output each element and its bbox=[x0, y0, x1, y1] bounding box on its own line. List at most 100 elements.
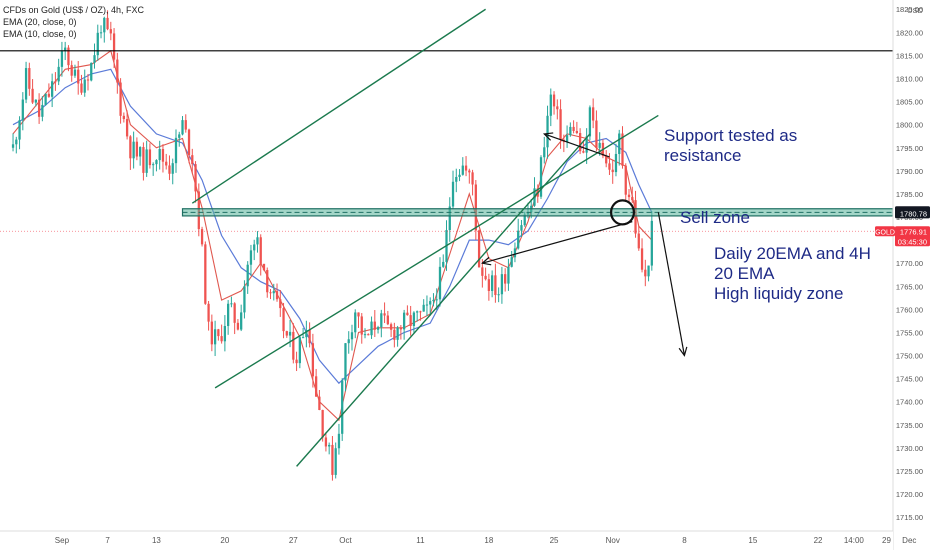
candle-body bbox=[200, 229, 204, 245]
candle-body bbox=[155, 160, 158, 165]
candle-body bbox=[614, 153, 618, 173]
candle-body bbox=[129, 136, 132, 159]
price-tick-label: 1735.00 bbox=[896, 421, 923, 430]
time-tick-label: 29 bbox=[882, 536, 891, 545]
price-axis-panel bbox=[893, 0, 932, 550]
candle-body bbox=[464, 165, 468, 171]
annotation-support-resistance-line1: Support tested as bbox=[664, 126, 797, 145]
channel-upper-line[interactable] bbox=[191, 8, 486, 204]
time-tick-label: 25 bbox=[550, 536, 559, 545]
candle-body bbox=[608, 163, 611, 170]
candle-body bbox=[272, 291, 275, 294]
annotations: Support tested as resistance Sell zone D… bbox=[664, 126, 871, 303]
candle-body bbox=[57, 66, 60, 82]
candle-body bbox=[484, 275, 487, 280]
candle-body bbox=[507, 266, 510, 284]
channel-lower-line[interactable] bbox=[214, 114, 659, 389]
candle-body bbox=[11, 144, 15, 148]
time-axis-panel bbox=[0, 531, 893, 550]
candle-body bbox=[191, 155, 194, 165]
price-tick-label: 1770.00 bbox=[896, 259, 923, 268]
candle-body bbox=[331, 444, 334, 475]
annotation-arrow-2[interactable] bbox=[482, 221, 633, 264]
candle-body bbox=[354, 312, 357, 333]
candle-body bbox=[31, 88, 34, 103]
candle-body bbox=[569, 126, 572, 136]
candle-body bbox=[474, 184, 477, 231]
candle-body bbox=[328, 444, 331, 447]
time-tick-label: 22 bbox=[814, 536, 823, 545]
time-tick-label: Oct bbox=[339, 536, 352, 545]
price-tick-label: 1815.00 bbox=[896, 51, 923, 60]
candle-body bbox=[363, 334, 367, 336]
candle-body bbox=[210, 321, 213, 345]
candle-body bbox=[259, 237, 262, 264]
candle-body bbox=[582, 151, 585, 153]
candle-body bbox=[99, 32, 103, 34]
time-tick-label: Dec bbox=[902, 536, 916, 545]
candle-body bbox=[207, 303, 210, 322]
time-axis[interactable]: Sep 7 13 20 27 Oct 11 18 25 Nov 8 15 22 29 14:00 Dec bbox=[0, 530, 916, 550]
price-axis[interactable]: USD 1715.001720.001725.001730.001735.001… bbox=[875, 0, 932, 550]
candle-body bbox=[161, 148, 165, 162]
candle-body bbox=[44, 93, 47, 105]
candle-body bbox=[321, 409, 324, 438]
candle-body bbox=[373, 321, 376, 330]
annotation-arrow-1[interactable] bbox=[544, 133, 610, 158]
candle-body bbox=[158, 148, 161, 161]
time-tick-label: 15 bbox=[748, 536, 757, 545]
candle-body bbox=[572, 126, 575, 131]
price-tick-label: 1740.00 bbox=[896, 398, 923, 407]
zone-bottom-badge-label: 1780.78 bbox=[900, 209, 927, 218]
candle-body bbox=[83, 79, 86, 93]
candle-body bbox=[142, 147, 145, 173]
annotation-arrow-3[interactable] bbox=[657, 212, 686, 356]
candle-body bbox=[318, 396, 321, 410]
candle-body bbox=[54, 81, 57, 83]
candle-body bbox=[194, 164, 197, 192]
candle-body bbox=[419, 311, 422, 313]
candle-body bbox=[47, 93, 51, 97]
candle-body bbox=[386, 315, 389, 325]
time-tick-label: 27 bbox=[289, 536, 298, 545]
candle-body bbox=[282, 308, 285, 332]
candle-body bbox=[262, 263, 266, 271]
candle-body bbox=[481, 267, 484, 276]
candle-body bbox=[634, 200, 637, 234]
time-tick-label: 8 bbox=[682, 536, 687, 545]
candle-body bbox=[301, 337, 305, 339]
time-tick-label: Nov bbox=[606, 536, 620, 545]
candle-body bbox=[471, 172, 474, 185]
annotation-liquidity-line1: Daily 20EMA and 4H bbox=[714, 244, 871, 263]
candle-body bbox=[292, 331, 295, 360]
candle-body bbox=[517, 230, 520, 249]
candle-body bbox=[67, 47, 70, 66]
candle-body bbox=[135, 141, 139, 157]
candle-body bbox=[324, 437, 328, 447]
time-tick-label: Sep bbox=[55, 536, 70, 545]
candle-body bbox=[575, 130, 579, 134]
price-tick-label: 1760.00 bbox=[896, 305, 923, 314]
channel-bottom-line[interactable] bbox=[296, 133, 591, 467]
candle-body bbox=[605, 155, 608, 164]
symbol-tag-label: GOLD bbox=[875, 229, 895, 236]
candle-body bbox=[341, 380, 344, 434]
legend-symbol: CFDs on Gold (US$ / OZ), 4h, FXC bbox=[3, 5, 145, 15]
candle-body bbox=[204, 244, 207, 304]
candle-body bbox=[295, 359, 298, 364]
candle-body bbox=[559, 109, 562, 140]
candle-body bbox=[376, 327, 380, 330]
price-tick-label: 1785.00 bbox=[896, 190, 923, 199]
candle-body bbox=[425, 304, 429, 306]
candle-body bbox=[217, 329, 220, 337]
legend-ema10: EMA (10, close, 0) bbox=[3, 29, 77, 39]
candle-body bbox=[595, 120, 598, 148]
candle-body bbox=[598, 142, 601, 148]
candle-body bbox=[230, 303, 233, 305]
candle-body bbox=[350, 332, 354, 340]
candle-body bbox=[148, 149, 152, 166]
candle-body bbox=[86, 79, 90, 81]
candle-body bbox=[15, 139, 18, 145]
